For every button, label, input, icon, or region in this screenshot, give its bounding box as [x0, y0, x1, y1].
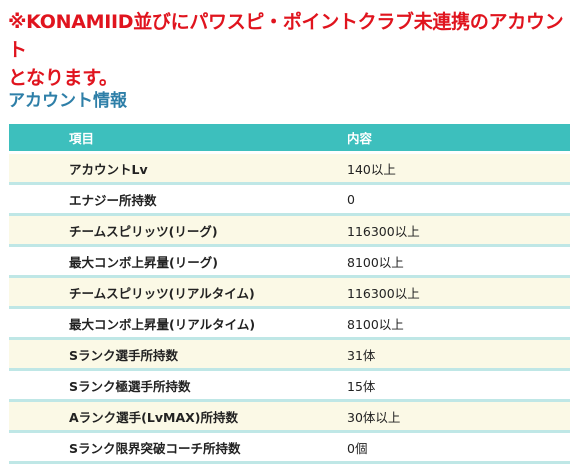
row-item: Sランク限界突破コーチ所持数	[9, 431, 341, 464]
table-row: Sランク限界突破コーチ所持数 0個	[9, 431, 570, 464]
row-item: チームスピリッツ(リーグ)	[9, 214, 341, 247]
table-header-row: 項目 内容	[9, 124, 570, 154]
table-row: チームスピリッツ(リアルタイム) 116300以上	[9, 276, 570, 309]
account-info-table: 項目 内容 アカウントLv 140以上 エナジー所持数 0 チームスピリッツ(リ…	[9, 124, 570, 464]
section-title: アカウント情報	[8, 91, 127, 111]
row-item: Sランク極選手所持数	[9, 369, 341, 402]
row-value: 30体以上	[341, 400, 570, 433]
table-row: エナジー所持数 0	[9, 183, 570, 216]
row-value: 0	[341, 183, 570, 216]
table-row: Sランク選手所持数 31体	[9, 338, 570, 371]
header-content: 内容	[341, 124, 570, 154]
row-value: 116300以上	[341, 214, 570, 247]
table-row: Sランク極選手所持数 15体	[9, 369, 570, 402]
row-item: 最大コンボ上昇量(リーグ)	[9, 245, 341, 278]
row-value: 116300以上	[341, 276, 570, 309]
table-row: 最大コンボ上昇量(リーグ) 8100以上	[9, 245, 570, 278]
notice-line-1: ※KONAMIID並びにパワスピ・ポイントクラブ未連携のアカウント	[8, 11, 564, 61]
row-value: 0個	[341, 431, 570, 464]
row-item: エナジー所持数	[9, 183, 341, 216]
notice-line-2: となります。	[8, 67, 118, 89]
row-value: 8100以上	[341, 307, 570, 340]
header-item: 項目	[9, 124, 341, 154]
table-row: アカウントLv 140以上	[9, 152, 570, 185]
row-item: アカウントLv	[9, 152, 341, 185]
row-item: Sランク選手所持数	[9, 338, 341, 371]
row-value: 140以上	[341, 152, 570, 185]
row-value: 31体	[341, 338, 570, 371]
row-value: 15体	[341, 369, 570, 402]
row-item: チームスピリッツ(リアルタイム)	[9, 276, 341, 309]
table-row: チームスピリッツ(リーグ) 116300以上	[9, 214, 570, 247]
table-row: Aランク選手(LvMAX)所持数 30体以上	[9, 400, 570, 433]
row-item: 最大コンボ上昇量(リアルタイム)	[9, 307, 341, 340]
row-item: Aランク選手(LvMAX)所持数	[9, 400, 341, 433]
row-value: 8100以上	[341, 245, 570, 278]
notice-text: ※KONAMIID並びにパワスピ・ポイントクラブ未連携のアカウント となります。	[8, 8, 570, 92]
table-row: 最大コンボ上昇量(リアルタイム) 8100以上	[9, 307, 570, 340]
